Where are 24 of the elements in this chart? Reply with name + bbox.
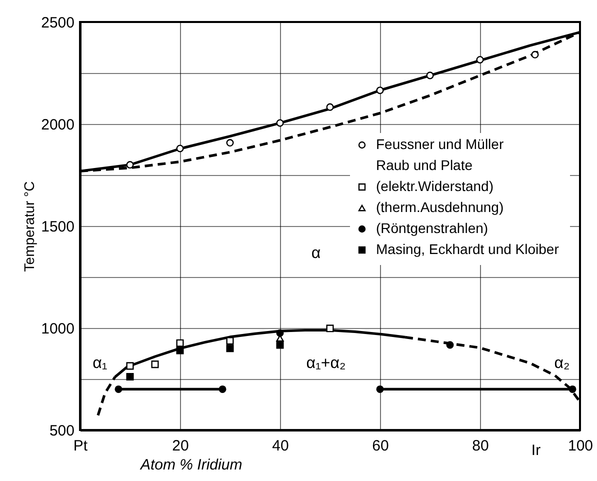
annotation: α₁: [92, 355, 108, 372]
text: Ir: [531, 442, 541, 459]
x-tick-label: Pt: [73, 438, 88, 454]
annotation: α: [311, 245, 321, 262]
x-axis-title: Atom % Iridium: [140, 456, 242, 474]
y-tick-label: 1500: [41, 218, 74, 236]
x-tick-label: 40: [272, 438, 289, 454]
legend-label: (elektr.Widerstand): [376, 178, 494, 194]
x-tick-label: 60: [372, 438, 389, 454]
legend-label: (therm.Ausdehnung): [376, 199, 504, 215]
x-tick-label: 80: [472, 438, 489, 454]
annotation: α₂: [554, 355, 570, 372]
legend-label: Masing, Eckhardt und Kloiber: [376, 241, 560, 257]
x-tick-label: 20: [172, 438, 189, 454]
y-tick-label: 2500: [41, 14, 74, 32]
legend-label: Feussner und Müller: [376, 136, 504, 152]
y-tick-label: 500: [49, 422, 74, 440]
y-axis-title: Temperatur °C: [21, 181, 38, 272]
annotation: α₁+α₂: [306, 355, 346, 372]
y-tick-label: 2000: [41, 116, 74, 134]
legend-label: (Röntgenstrahlen): [376, 220, 488, 236]
y-tick-label: 1000: [41, 320, 74, 338]
annotation: Raub und Plate: [376, 157, 473, 173]
x-tick-label: 100: [568, 438, 594, 454]
